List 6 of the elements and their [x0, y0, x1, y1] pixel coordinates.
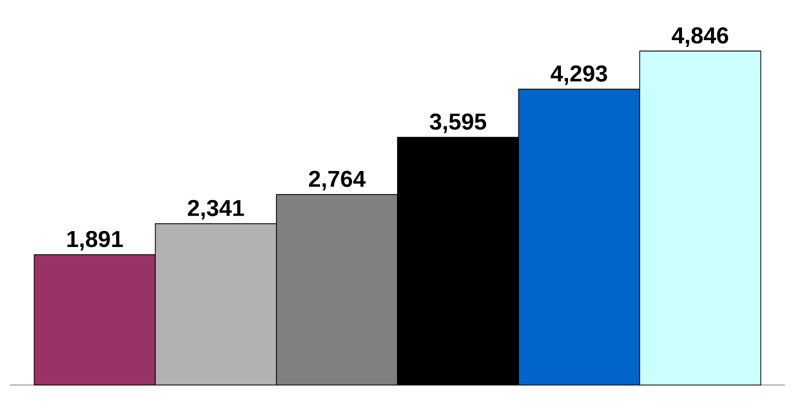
data-label: 2,341 [188, 200, 244, 220]
data-label: 1,891 [67, 230, 123, 250]
data-label: 4,846 [672, 27, 728, 47]
data-label: 4,293 [550, 65, 608, 85]
data-label: 2,764 [308, 170, 366, 190]
data-label: 3,595 [430, 113, 486, 134]
